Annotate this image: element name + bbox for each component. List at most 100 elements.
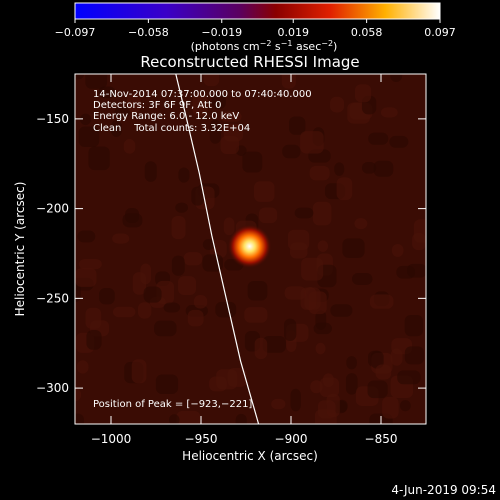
texture-blotch — [223, 217, 235, 236]
texture-blotch — [368, 132, 389, 145]
texture-blotch — [380, 107, 398, 118]
texture-blotch — [284, 286, 307, 300]
texture-blotch — [131, 359, 147, 384]
texture-blotch — [304, 286, 317, 311]
texture-blotch — [78, 126, 100, 148]
texture-blotch — [114, 106, 131, 118]
texture-blotch — [235, 413, 247, 424]
texture-blotch — [178, 276, 197, 295]
texture-blotch — [315, 342, 326, 355]
texture-blotch — [211, 93, 226, 109]
texture-blotch — [319, 377, 340, 398]
texture-blotch — [219, 111, 242, 122]
texture-blotch — [187, 309, 204, 327]
chart-title: Reconstructed RHESSI Image — [140, 53, 359, 71]
colorbar-units: (photons cm−2 s−1 asec−2) — [191, 39, 338, 53]
texture-blotch — [290, 388, 301, 412]
x-axis-label: Heliocentric X (arcsec) — [182, 449, 318, 463]
texture-blotch — [336, 177, 353, 201]
texture-blotch — [216, 369, 238, 390]
texture-blotch — [126, 93, 141, 113]
texture-blotch — [123, 139, 136, 154]
texture-blotch — [334, 162, 345, 176]
y-tick-label: −250 — [36, 291, 69, 305]
texture-blotch — [122, 213, 143, 228]
texture-blotch — [75, 388, 82, 402]
texture-blotch — [244, 307, 268, 323]
colorbar — [74, 2, 441, 20]
texture-blotch — [330, 96, 345, 113]
annotation-clean: Clean Total counts: 3.32E+04 — [93, 123, 250, 134]
texture-blotch — [247, 280, 268, 301]
texture-blotch — [215, 301, 237, 318]
image-texture — [75, 74, 426, 424]
texture-blotch — [183, 252, 203, 266]
texture-blotch — [111, 120, 122, 137]
texture-blotch — [404, 315, 424, 337]
colorbar-tick-label: 0.058 — [351, 26, 383, 39]
texture-blotch — [220, 135, 240, 154]
flare-source — [227, 224, 272, 269]
y-tick-label: −300 — [36, 381, 69, 395]
texture-blotch — [370, 350, 384, 369]
texture-blotch — [301, 257, 324, 281]
texture-blotch — [143, 286, 162, 303]
texture-blotch — [373, 160, 394, 177]
texture-blotch — [88, 146, 110, 171]
texture-blotch — [317, 240, 329, 252]
x-tick-label: −950 — [185, 432, 218, 446]
texture-blotch — [112, 306, 136, 318]
texture-blotch — [288, 116, 306, 135]
texture-blotch — [79, 113, 92, 126]
texture-blotch — [354, 84, 372, 103]
texture-blotch — [192, 93, 208, 117]
texture-blotch — [191, 186, 205, 206]
texture-blotch — [390, 74, 403, 83]
x-tick-label: −1000 — [91, 432, 132, 446]
texture-blotch — [382, 396, 399, 419]
texture-blotch — [253, 181, 275, 202]
texture-blotch — [375, 364, 392, 380]
footer-timestamp: 4-Jun-2019 09:54 — [391, 483, 496, 497]
texture-blotch — [168, 414, 180, 424]
texture-blotch — [284, 318, 297, 342]
texture-blotch — [209, 119, 221, 144]
texture-blotch — [202, 254, 224, 272]
texture-blotch — [389, 135, 409, 148]
annotation-energy: Energy Range: 6.0 - 12.0 keV — [93, 111, 239, 122]
y-tick-label: −150 — [36, 112, 69, 126]
texture-blotch — [85, 74, 108, 89]
texture-blotch — [396, 265, 416, 279]
texture-blotch — [345, 373, 358, 395]
solar-limb-line — [175, 74, 260, 424]
texture-blotch — [112, 233, 130, 244]
texture-blotch — [75, 413, 84, 424]
texture-blotch — [155, 374, 179, 395]
texture-blotch — [397, 370, 421, 385]
texture-blotch — [154, 320, 177, 337]
texture-blotch — [258, 207, 278, 224]
texture-blotch — [203, 74, 220, 87]
annotation-time: 14-Nov-2014 07:37:00.000 to 07:40:40.000 — [93, 89, 312, 100]
texture-blotch — [281, 74, 296, 89]
texture-blotch — [369, 294, 394, 309]
colorbar-tick-label: −0.019 — [201, 26, 242, 39]
texture-blotch — [175, 202, 189, 213]
axis-ticks: −1000 −950 −900 −850 −150 −200 −250 −300 — [36, 74, 426, 446]
texture-blotch — [300, 131, 324, 154]
texture-blotch — [313, 322, 332, 335]
texture-blotch — [171, 255, 185, 276]
texture-blotch — [346, 356, 357, 370]
texture-blotch — [163, 302, 181, 313]
texture-blotch — [144, 161, 157, 182]
texture-blotch — [242, 151, 263, 173]
texture-blotch — [361, 161, 377, 174]
texture-blotch — [76, 360, 89, 374]
texture-blotch — [78, 259, 102, 270]
texture-blotch — [399, 400, 411, 412]
texture-blotch — [271, 398, 286, 410]
texture-blotch — [354, 218, 368, 230]
texture-blotch — [262, 335, 286, 353]
x-tick-label: −900 — [275, 432, 308, 446]
